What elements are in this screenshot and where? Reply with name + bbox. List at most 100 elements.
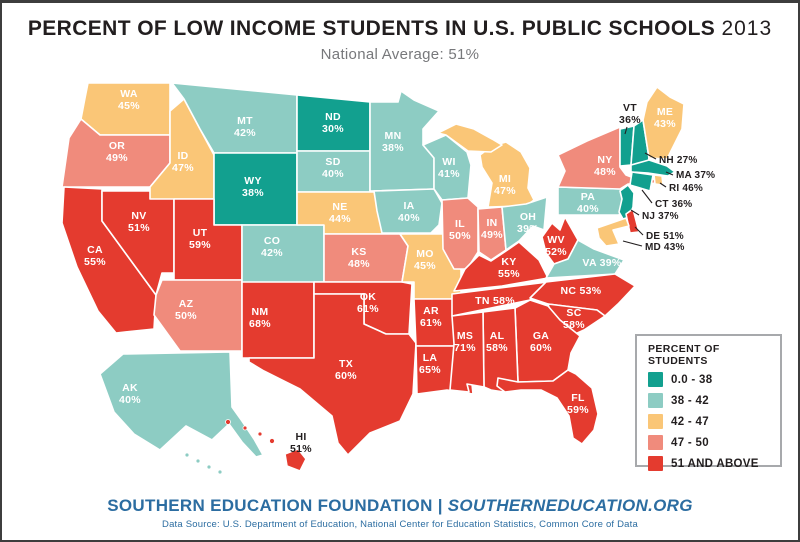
- state-HI-island: [242, 425, 248, 431]
- state-DE-leader-line: [634, 226, 644, 236]
- state-MI-part: [437, 123, 503, 153]
- state-DE-label: DE 51%: [646, 231, 684, 242]
- state-MS: [449, 311, 485, 393]
- state-ID-label: ID 47%: [172, 150, 194, 174]
- state-FL-label: FL 59%: [567, 392, 589, 416]
- legend-label: 38 - 42: [671, 394, 709, 407]
- state-NV-label: NV 51%: [128, 210, 150, 234]
- state-OR-label: OR 49%: [106, 140, 128, 164]
- state-NE-label: NE 44%: [329, 201, 351, 225]
- state-MA-label: MA 37%: [676, 170, 715, 181]
- state-shapes: [61, 82, 685, 475]
- state-WA-label: WA 45%: [118, 88, 140, 112]
- state-VA-label: VA 39%: [582, 257, 622, 269]
- state-MT-label: MT 42%: [234, 115, 256, 139]
- legend-rows: 0.0 - 38 38 - 42 42 - 47 47 - 50 51 AND ABOV…: [648, 372, 780, 471]
- state-IL-label: IL 50%: [449, 218, 471, 242]
- state-MA-leader-line: [665, 171, 674, 176]
- page-title: PERCENT OF LOW INCOME STUDENTS IN U.S. P…: [2, 17, 798, 41]
- legend-label: 42 - 47: [671, 415, 709, 428]
- state-VA: [545, 239, 625, 279]
- legend-item: 47 - 50: [648, 435, 780, 450]
- state-MD: [596, 217, 630, 247]
- state-CO: [241, 224, 325, 283]
- state-MO-label: MO 45%: [414, 248, 436, 272]
- legend-title: PERCENT OF STUDENTS: [648, 343, 720, 367]
- state-NJ-leader-line: [630, 209, 640, 216]
- state-OK-label: OK 61%: [357, 291, 379, 315]
- footer-divider: |: [437, 496, 443, 515]
- national-average-subtitle: National Average: 51%: [320, 46, 480, 63]
- us-choropleth-map: WA 45% OR 49% CA 55% NV 51% ID 47% MT 42% WY 38% UT 59%…: [61, 82, 715, 475]
- state-AK-island: [206, 464, 212, 470]
- state-NC-label: NC 53%: [561, 285, 602, 297]
- state-MI-label: MI 47%: [494, 173, 516, 197]
- state-AK-island: [195, 458, 201, 464]
- page-title-year: 2013: [721, 17, 773, 40]
- state-LA-label: LA 65%: [419, 352, 441, 376]
- state-SC-label: SC 58%: [563, 307, 585, 331]
- state-TX: [248, 293, 417, 456]
- state-WV-label: WV 52%: [545, 234, 567, 258]
- state-TN-label: TN 58%: [475, 295, 515, 307]
- state-AZ: [153, 279, 243, 352]
- state-CT-leader-line: [641, 189, 653, 204]
- footer: SOUTHERN EDUCATION FOUNDATION | SOUTHERN…: [2, 496, 798, 530]
- state-ND-label: ND 30%: [322, 111, 344, 135]
- state-MD-leader-line: [622, 240, 643, 247]
- state-NH-label: NH 27%: [659, 155, 697, 166]
- legend-swatch: [648, 435, 663, 450]
- state-ME-label: ME 43%: [654, 106, 676, 130]
- footer-data-source: Data Source: U.S. Department of Educatio…: [162, 519, 638, 530]
- state-IA-label: IA 40%: [398, 200, 420, 224]
- state-MD-label: MD 43%: [645, 242, 685, 253]
- state-CT-label: CT 36%: [655, 199, 692, 210]
- state-RI-leader-line: [659, 182, 667, 188]
- legend-swatch: [648, 414, 663, 429]
- state-HI-island: [257, 431, 263, 437]
- state-AK-label: AK 40%: [119, 382, 141, 406]
- state-VT-label: VT 36%: [619, 102, 641, 126]
- state-CO-label: CO 42%: [261, 235, 283, 259]
- header: PERCENT OF LOW INCOME STUDENTS IN U.S. P…: [2, 17, 798, 63]
- legend-swatch: [648, 372, 663, 387]
- state-KY: [453, 241, 549, 292]
- state-MI: [479, 141, 535, 208]
- state-WI-label: WI 41%: [438, 156, 460, 180]
- state-NH-leader-line: [644, 152, 657, 160]
- legend-item: 51 AND ABOVE: [648, 456, 780, 471]
- state-CT: [629, 171, 654, 192]
- state-IN-label: IN 49%: [481, 217, 503, 241]
- state-MN-label: MN 38%: [382, 130, 404, 154]
- state-HI-label: HI 51%: [290, 431, 312, 455]
- state-OH-label: OH 39%: [517, 211, 539, 235]
- state-SD-label: SD 40%: [322, 156, 344, 180]
- state-HI-island: [269, 438, 275, 444]
- state-KY-label: KY 55%: [498, 256, 520, 280]
- legend-item: 42 - 47: [648, 414, 780, 429]
- state-AR-label: AR 61%: [420, 305, 442, 329]
- footer-org: SOUTHERN EDUCATION FOUNDATION: [107, 496, 433, 515]
- state-MN: [369, 90, 440, 192]
- state-WY-label: WY 38%: [242, 175, 264, 199]
- legend-item: 38 - 42: [648, 393, 780, 408]
- state-AZ-label: AZ 50%: [175, 298, 197, 322]
- footer-site-link[interactable]: SOUTHERNEDUCATION.ORG: [447, 496, 693, 515]
- state-TX-label: TX 60%: [335, 358, 357, 382]
- state-PA-label: PA 40%: [577, 191, 599, 215]
- legend-item: 0.0 - 38: [648, 372, 780, 387]
- state-CA-label: CA 55%: [84, 244, 106, 268]
- state-FL: [496, 369, 599, 445]
- legend-swatch: [648, 456, 663, 471]
- state-NJ-label: NJ 37%: [642, 211, 679, 222]
- state-OH: [501, 196, 548, 251]
- state-NY-label: NY 48%: [594, 154, 616, 178]
- state-KS-label: KS 48%: [348, 246, 370, 270]
- state-AL-label: AL 58%: [486, 330, 508, 354]
- legend: PERCENT OF STUDENTS 0.0 - 38 38 - 42 42 - …: [635, 334, 782, 471]
- state-HI-island: [225, 419, 231, 425]
- state-AK-island: [217, 469, 223, 475]
- legend-label: 51 AND ABOVE: [671, 457, 759, 470]
- state-NM-label: NM 68%: [249, 306, 271, 330]
